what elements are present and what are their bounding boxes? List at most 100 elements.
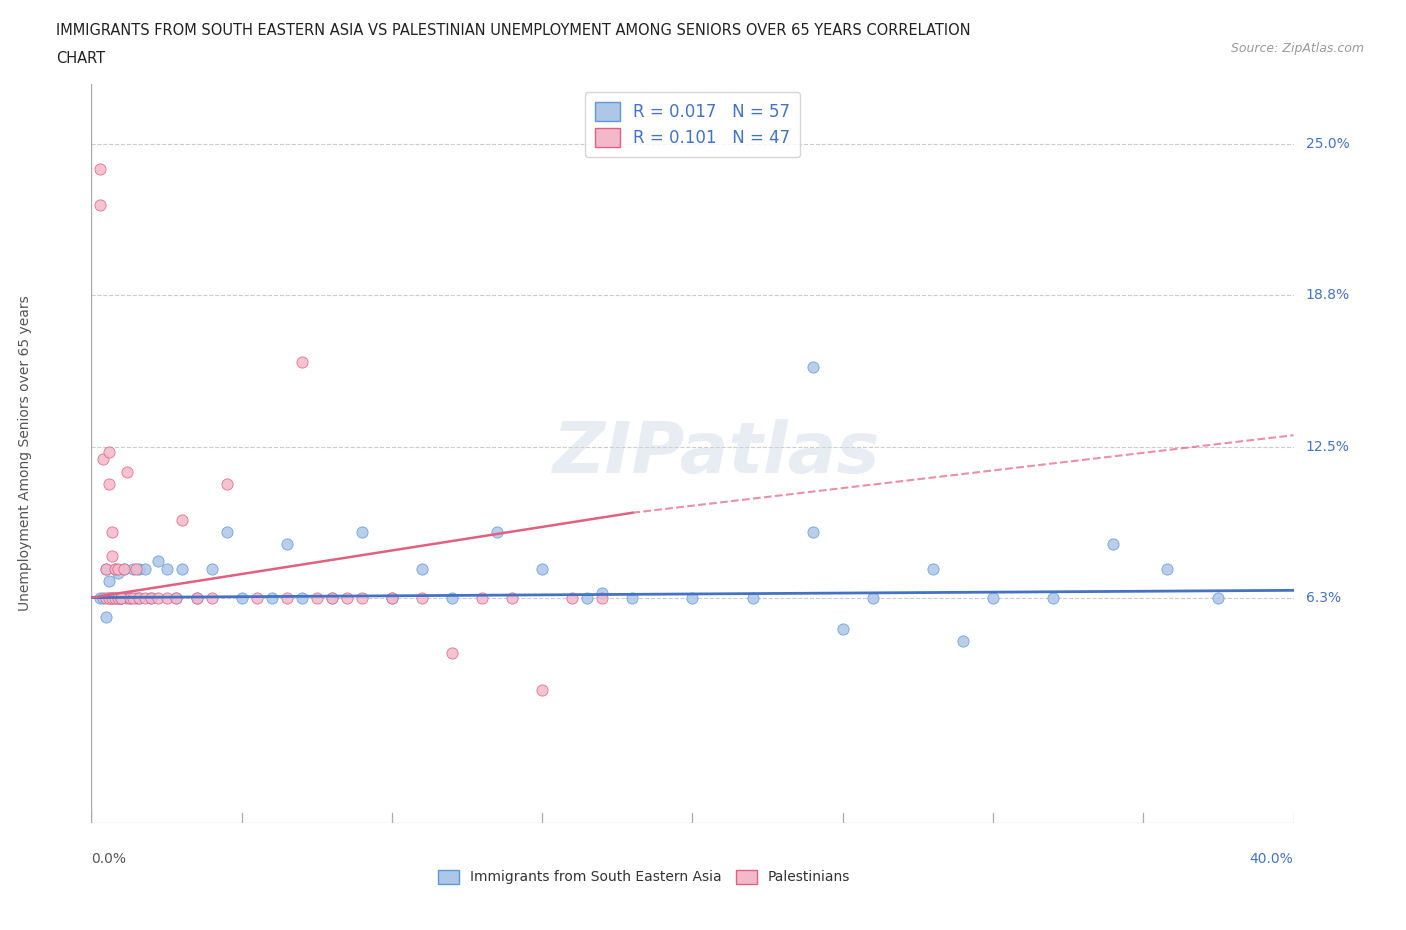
Point — [101, 525, 124, 539]
Point — [831, 621, 853, 636]
Point — [350, 525, 373, 539]
Point — [155, 561, 177, 576]
Point — [215, 525, 238, 539]
Point — [141, 591, 163, 605]
Point — [1102, 537, 1125, 551]
Point — [336, 591, 359, 605]
Point — [381, 591, 404, 605]
Point — [471, 591, 494, 605]
Point — [117, 591, 139, 605]
Text: 18.8%: 18.8% — [1306, 287, 1350, 301]
Point — [531, 683, 554, 698]
Point — [246, 591, 269, 605]
Point — [801, 525, 824, 539]
Point — [125, 561, 148, 576]
Legend: Immigrants from South Eastern Asia, Palestinians: Immigrants from South Eastern Asia, Pale… — [433, 864, 856, 890]
Point — [155, 591, 177, 605]
Point — [98, 573, 121, 588]
Point — [117, 464, 139, 479]
Point — [741, 591, 763, 605]
Point — [89, 197, 111, 212]
Point — [561, 591, 583, 605]
Point — [681, 591, 703, 605]
Point — [128, 591, 150, 605]
Point — [122, 591, 145, 605]
Point — [952, 634, 974, 649]
Point — [98, 476, 121, 491]
Point — [98, 445, 121, 459]
Point — [201, 561, 224, 576]
Point — [98, 591, 121, 605]
Point — [231, 591, 253, 605]
Point — [621, 591, 644, 605]
Point — [104, 591, 127, 605]
Point — [107, 591, 129, 605]
Point — [96, 561, 118, 576]
Point — [101, 591, 124, 605]
Point — [381, 591, 404, 605]
Point — [291, 591, 314, 605]
Point — [411, 561, 433, 576]
Point — [411, 591, 433, 605]
Point — [260, 591, 283, 605]
Point — [591, 585, 613, 600]
Point — [486, 525, 509, 539]
Point — [350, 591, 373, 605]
Point — [110, 591, 132, 605]
Point — [134, 561, 156, 576]
Text: 40.0%: 40.0% — [1250, 852, 1294, 866]
Point — [134, 591, 156, 605]
Point — [201, 591, 224, 605]
Point — [101, 591, 124, 605]
Point — [120, 591, 142, 605]
Point — [89, 591, 111, 605]
Point — [1156, 561, 1178, 576]
Point — [120, 591, 142, 605]
Point — [104, 561, 127, 576]
Point — [321, 591, 343, 605]
Point — [862, 591, 884, 605]
Point — [922, 561, 945, 576]
Point — [110, 591, 132, 605]
Point — [1208, 591, 1230, 605]
Point — [128, 591, 150, 605]
Point — [104, 591, 127, 605]
Point — [146, 553, 169, 568]
Text: Unemployment Among Seniors over 65 years: Unemployment Among Seniors over 65 years — [18, 296, 32, 611]
Point — [89, 161, 111, 176]
Point — [440, 591, 463, 605]
Point — [291, 355, 314, 370]
Point — [101, 549, 124, 564]
Text: 25.0%: 25.0% — [1306, 138, 1350, 152]
Text: Source: ZipAtlas.com: Source: ZipAtlas.com — [1230, 42, 1364, 55]
Point — [141, 591, 163, 605]
Point — [1042, 591, 1064, 605]
Point — [110, 591, 132, 605]
Text: 0.0%: 0.0% — [91, 852, 127, 866]
Point — [186, 591, 208, 605]
Point — [101, 591, 124, 605]
Point — [215, 476, 238, 491]
Point — [501, 591, 523, 605]
Text: CHART: CHART — [56, 51, 105, 66]
Point — [93, 591, 115, 605]
Point — [170, 561, 193, 576]
Point — [110, 591, 132, 605]
Point — [96, 591, 118, 605]
Point — [93, 452, 115, 467]
Point — [305, 591, 328, 605]
Point — [122, 561, 145, 576]
Point — [107, 561, 129, 576]
Point — [107, 591, 129, 605]
Point — [114, 561, 136, 576]
Point — [165, 591, 187, 605]
Point — [96, 561, 118, 576]
Text: 12.5%: 12.5% — [1306, 440, 1350, 455]
Point — [440, 646, 463, 661]
Point — [165, 591, 187, 605]
Point — [96, 609, 118, 624]
Point — [128, 561, 150, 576]
Point — [170, 512, 193, 527]
Point — [146, 591, 169, 605]
Point — [98, 591, 121, 605]
